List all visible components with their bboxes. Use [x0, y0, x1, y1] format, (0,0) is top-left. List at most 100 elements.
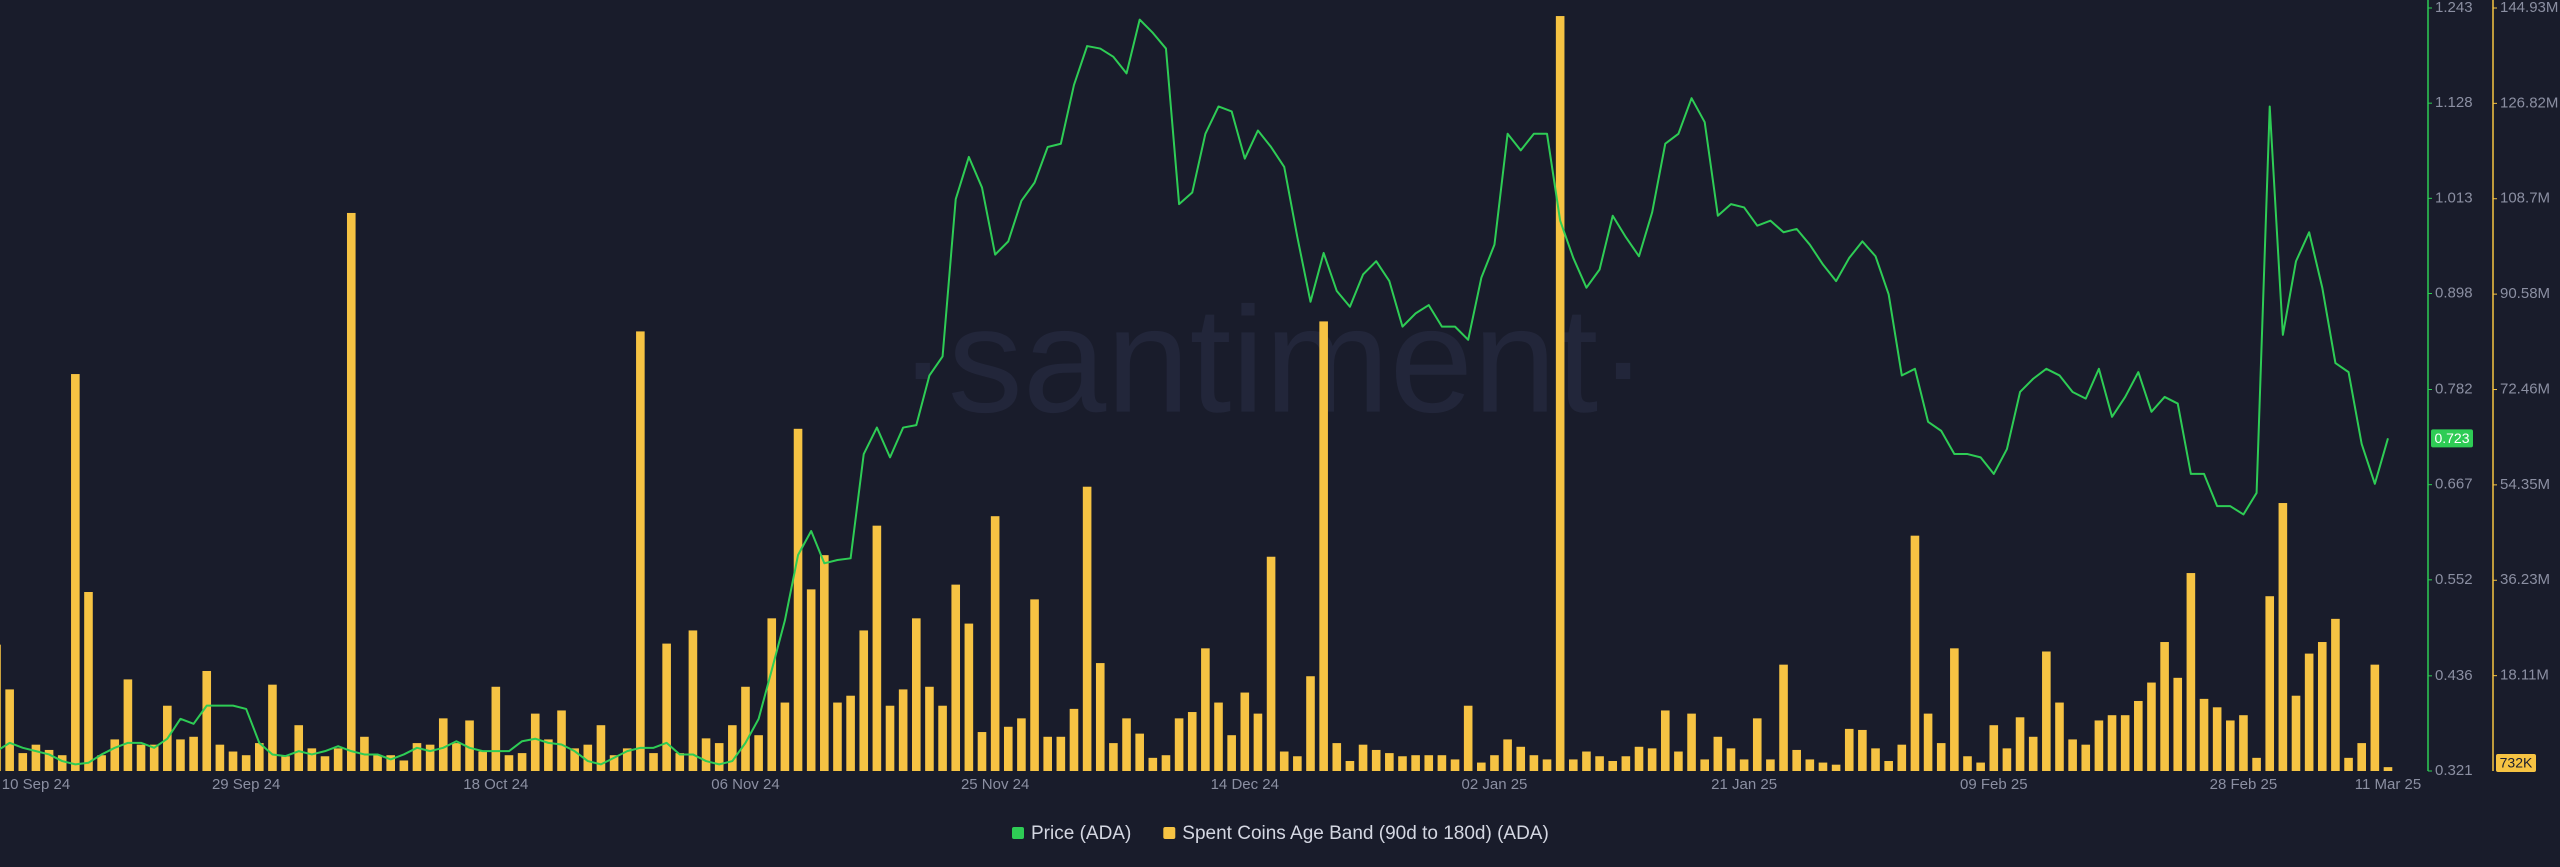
bar	[491, 686, 501, 771]
bar	[1411, 755, 1420, 771]
bar	[688, 630, 698, 771]
bar	[898, 689, 908, 771]
bar	[31, 744, 41, 771]
bar	[1266, 556, 1276, 771]
x-tick-label: 18 Oct 24	[463, 776, 528, 793]
bar	[1660, 710, 1670, 771]
bar	[2370, 664, 2380, 771]
bar	[1437, 755, 1447, 771]
bar	[596, 725, 606, 771]
bar	[2015, 717, 2025, 771]
bar	[1122, 718, 1131, 771]
bar	[938, 705, 947, 771]
bar	[1569, 759, 1578, 771]
bar	[110, 739, 120, 771]
x-tick-label: 25 Nov 24	[961, 776, 1029, 793]
bar	[2357, 743, 2366, 771]
bar	[1595, 756, 1604, 771]
bar	[1844, 728, 1854, 771]
bar	[241, 755, 251, 771]
bar	[399, 760, 409, 771]
y-tick-label: 0.321	[2435, 762, 2473, 779]
bar	[44, 749, 54, 771]
bar	[1621, 756, 1631, 771]
bar	[255, 743, 264, 771]
bar	[268, 684, 277, 771]
bar	[662, 643, 671, 771]
bar	[2081, 744, 2091, 771]
y2-tick-label: 54.35M	[2500, 476, 2550, 493]
bar	[136, 744, 146, 771]
y2-tick-label: 72.46M	[2500, 380, 2550, 397]
bar	[872, 525, 882, 771]
bar	[1371, 749, 1381, 771]
bar	[1095, 663, 1105, 771]
bar	[1345, 760, 1355, 771]
x-tick-label: 10 Sep 24	[2, 776, 70, 793]
y-tick-label: 1.128	[2435, 94, 2473, 111]
bar	[1069, 708, 1079, 771]
bar	[478, 751, 487, 771]
bar	[2331, 618, 2340, 771]
bar	[1555, 16, 1565, 771]
bar	[465, 720, 474, 771]
bar	[1608, 760, 1618, 771]
bar	[2291, 695, 2301, 771]
legend-label: Price (ADA)	[1031, 823, 1131, 844]
bar	[1293, 756, 1302, 771]
x-tick-label: 11 Mar 25	[2355, 776, 2421, 793]
bar	[1201, 648, 1210, 771]
bar	[2212, 707, 2222, 771]
x-tick-label: 28 Feb 25	[2210, 776, 2278, 793]
bar	[2042, 651, 2051, 771]
bar	[649, 753, 658, 771]
bar	[1739, 759, 1749, 771]
bar	[2239, 715, 2248, 771]
bar	[1871, 748, 1880, 771]
bar	[1792, 749, 1801, 771]
bar	[1253, 713, 1263, 771]
bar	[2160, 642, 2169, 771]
bar	[1082, 486, 1092, 771]
y2-tick-label: 90.58M	[2500, 285, 2550, 302]
bar	[1319, 321, 1328, 771]
bar	[84, 592, 93, 771]
bar	[622, 748, 632, 771]
bar	[1424, 755, 1434, 771]
bar	[1582, 751, 1591, 771]
bar	[1279, 751, 1289, 771]
bar	[570, 748, 579, 771]
x-tick-label: 02 Jan 25	[1462, 776, 1528, 793]
y-tick-label: 1.013	[2435, 189, 2473, 206]
x-tick-label: 09 Feb 25	[1960, 776, 2028, 793]
bar	[990, 516, 1000, 771]
bar	[1674, 751, 1683, 771]
bar	[2252, 757, 2261, 771]
bar	[1818, 762, 1828, 771]
bar	[1017, 718, 1026, 771]
bar	[1936, 743, 1946, 771]
bar	[1332, 743, 1342, 771]
bar	[846, 695, 855, 771]
watermark: ·santiment·	[898, 276, 1648, 444]
bar	[912, 618, 921, 771]
current-value-label: 732K	[2500, 755, 2533, 771]
bar	[701, 738, 711, 771]
bar	[1858, 729, 1867, 771]
bar	[780, 702, 790, 771]
bar	[1989, 725, 1999, 771]
bar	[1647, 748, 1657, 771]
bar	[228, 751, 238, 771]
bar	[1187, 712, 1197, 771]
bar	[2344, 757, 2353, 771]
bar	[1463, 705, 1473, 771]
y-tick-label: 0.436	[2435, 667, 2473, 684]
bar	[0, 644, 1, 771]
bar	[1884, 760, 1893, 771]
bar	[964, 623, 974, 771]
bar	[2278, 503, 2288, 771]
bar	[307, 748, 317, 771]
bar	[1779, 664, 1788, 771]
